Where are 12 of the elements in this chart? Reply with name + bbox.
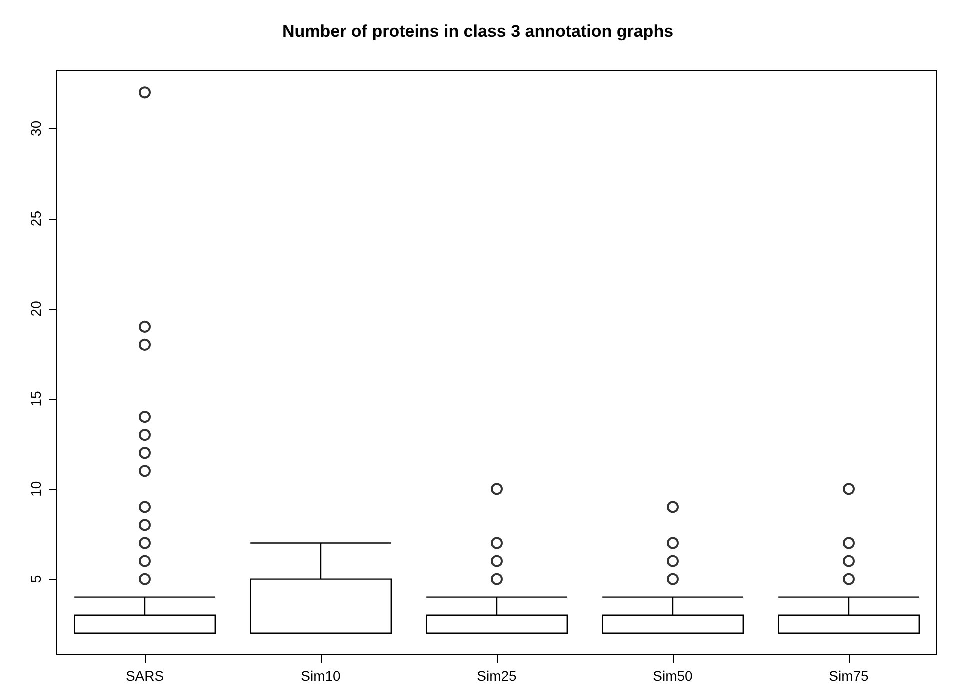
y-tick-label: 25 (28, 210, 44, 227)
x-tick-label: Sim10 (301, 668, 342, 684)
y-tick-label: 20 (28, 300, 44, 317)
chart-title: Number of proteins in class 3 annotation graphs (282, 22, 674, 41)
y-tick-label: 15 (28, 391, 44, 407)
x-tick-label: Sim25 (477, 668, 518, 684)
x-tick-label: Sim50 (653, 668, 694, 684)
y-tick-label: 30 (28, 120, 44, 136)
x-tick-label: Sim75 (829, 668, 870, 684)
y-tick-label: 5 (28, 575, 44, 584)
x-tick-label: SARS (126, 668, 164, 684)
y-tick-label: 10 (28, 481, 44, 497)
